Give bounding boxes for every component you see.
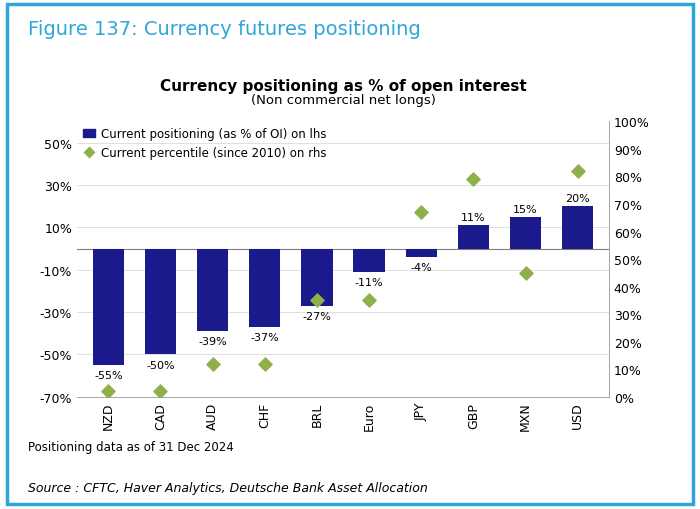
Text: -55%: -55% bbox=[94, 371, 122, 381]
Text: -50%: -50% bbox=[146, 360, 175, 370]
Bar bbox=[145, 249, 176, 355]
Point bbox=[572, 167, 583, 176]
Bar bbox=[301, 249, 332, 306]
Point bbox=[363, 297, 374, 305]
Bar bbox=[92, 249, 124, 365]
Point bbox=[416, 209, 427, 217]
Text: Positioning data as of 31 Dec 2024: Positioning data as of 31 Dec 2024 bbox=[28, 440, 234, 453]
Text: Source : CFTC, Haver Analytics, Deutsche Bank Asset Allocation: Source : CFTC, Haver Analytics, Deutsche… bbox=[28, 481, 428, 494]
Point bbox=[155, 387, 166, 395]
Bar bbox=[197, 249, 228, 331]
Bar bbox=[249, 249, 281, 327]
Text: 11%: 11% bbox=[461, 213, 486, 222]
Text: -37%: -37% bbox=[251, 332, 279, 343]
Bar bbox=[354, 249, 385, 272]
Text: -27%: -27% bbox=[302, 312, 331, 321]
Text: -4%: -4% bbox=[410, 263, 432, 273]
Point bbox=[259, 360, 270, 368]
Point bbox=[103, 387, 114, 395]
Text: Currency positioning as % of open interest: Currency positioning as % of open intere… bbox=[160, 79, 526, 94]
Point bbox=[312, 297, 323, 305]
Bar bbox=[405, 249, 437, 258]
Text: Figure 137: Currency futures positioning: Figure 137: Currency futures positioning bbox=[28, 20, 421, 39]
Text: 20%: 20% bbox=[566, 193, 590, 204]
Point bbox=[468, 176, 479, 184]
Text: (Non commercial net longs): (Non commercial net longs) bbox=[251, 94, 435, 107]
Text: -39%: -39% bbox=[198, 337, 227, 347]
Bar bbox=[510, 217, 541, 249]
Point bbox=[207, 360, 218, 368]
Text: -11%: -11% bbox=[355, 277, 384, 288]
Text: 15%: 15% bbox=[513, 204, 538, 214]
Bar bbox=[562, 207, 594, 249]
Bar bbox=[458, 226, 489, 249]
Point bbox=[520, 269, 531, 277]
Legend: Current positioning (as % of OI) on lhs, Current percentile (since 2010) on rhs: Current positioning (as % of OI) on lhs,… bbox=[83, 128, 326, 160]
